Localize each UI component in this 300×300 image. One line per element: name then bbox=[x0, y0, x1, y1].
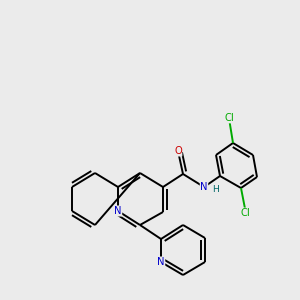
Text: N: N bbox=[157, 257, 165, 267]
Text: N: N bbox=[114, 206, 122, 216]
Text: Cl: Cl bbox=[224, 113, 234, 123]
Text: O: O bbox=[174, 146, 182, 156]
Text: Cl: Cl bbox=[241, 208, 251, 218]
Text: N: N bbox=[200, 182, 208, 192]
Text: H: H bbox=[212, 185, 219, 194]
